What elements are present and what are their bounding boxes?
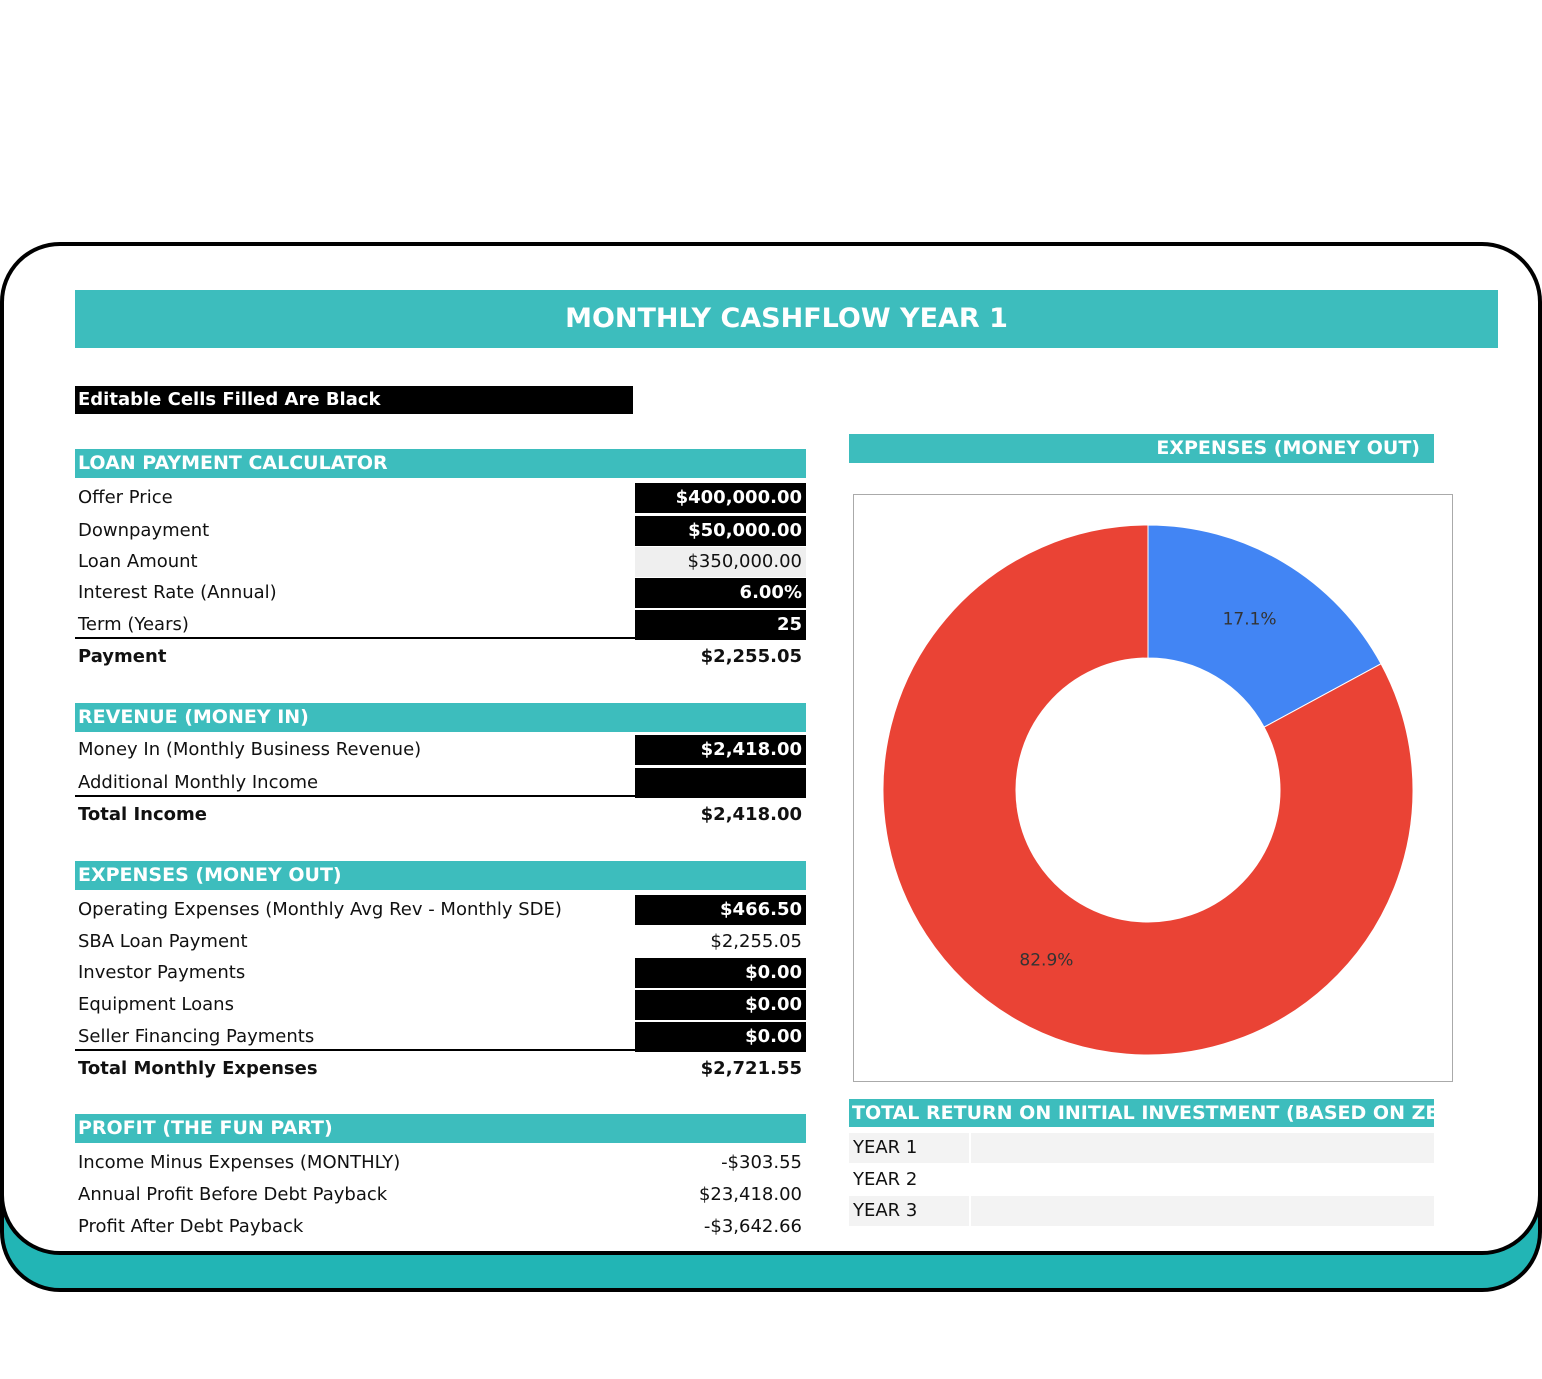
sheet: MONTHLY CASHFLOW YEAR 1 Editable Cells F… (4, 246, 1538, 1251)
row-label: SBA Loan Payment (78, 931, 248, 952)
roi-label: YEAR 2 (853, 1168, 918, 1190)
editable-cell (635, 1022, 806, 1052)
row-label: Operating Expenses (Monthly Avg Rev - Mo… (78, 899, 562, 920)
row-label: Total Income (78, 804, 207, 825)
row-value: $0.00 (745, 994, 802, 1015)
row-value: $0.00 (745, 962, 802, 983)
row-label: Income Minus Expenses (MONTHLY) (78, 1152, 401, 1173)
row-value: $0.00 (745, 1026, 802, 1047)
editable-cell (635, 578, 806, 608)
roi-row-band (849, 1133, 1434, 1163)
row-value: $350,000.00 (687, 551, 802, 572)
row-rule (75, 637, 806, 639)
row-value: $23,418.00 (698, 1184, 802, 1205)
card: MONTHLY CASHFLOW YEAR 1 Editable Cells F… (0, 242, 1542, 1255)
editable-cell (635, 610, 806, 640)
roi-header: TOTAL RETURN ON INITIAL INVESTMENT (BASE… (849, 1099, 1434, 1127)
editable-cell (635, 768, 806, 798)
row-label: Money In (Monthly Business Revenue) (78, 739, 422, 760)
row-value: $400,000.00 (675, 487, 802, 508)
computed-cell (635, 547, 806, 577)
roi-label: YEAR 1 (853, 1137, 918, 1158)
editable-cell (635, 958, 806, 988)
row-label: Term (Years) (78, 614, 189, 635)
row-value: $2,418.00 (700, 804, 802, 825)
row-value: 6.00% (739, 582, 802, 603)
row-label: Offer Price (78, 487, 173, 508)
row-label: Profit After Debt Payback (78, 1216, 304, 1237)
row-label: Additional Monthly Income (78, 772, 319, 793)
roi-label: YEAR 3 (853, 1200, 918, 1221)
chart-frame (853, 494, 1453, 1082)
roi-year-cell (969, 1164, 971, 1195)
editable-cell (635, 516, 806, 546)
row-rule (75, 795, 806, 797)
section-header: PROFIT (THE FUN PART) (75, 1114, 806, 1143)
row-label: Loan Amount (78, 551, 198, 572)
roi-year-cell (969, 1133, 971, 1163)
title-bar: MONTHLY CASHFLOW YEAR 1 (75, 290, 1498, 348)
row-label: Equipment Loans (78, 994, 234, 1015)
row-value: -$303.55 (721, 1152, 802, 1173)
editable-cell (635, 895, 806, 925)
row-label: Total Monthly Expenses (78, 1058, 318, 1079)
pie-slice (882, 524, 1414, 1056)
slice-label: 17.1% (1223, 609, 1277, 629)
row-value: $2,721.55 (700, 1058, 802, 1079)
chart-header: EXPENSES (MONEY OUT) (849, 434, 1434, 463)
row-value: -$3,642.66 (703, 1216, 802, 1237)
row-rule (75, 1049, 806, 1051)
row-label: Seller Financing Payments (78, 1026, 315, 1047)
row-value: $50,000.00 (688, 520, 802, 541)
editable-cell (635, 483, 806, 513)
row-value: $2,255.05 (710, 931, 802, 952)
editable-cell (635, 735, 806, 765)
roi-row-band (849, 1196, 1434, 1226)
slice-label: 82.9% (1019, 951, 1073, 971)
editable-cell (635, 990, 806, 1020)
row-value: 25 (776, 614, 802, 635)
section-header: LOAN PAYMENT CALCULATOR (75, 449, 806, 478)
row-value: $2,255.05 (700, 646, 802, 667)
roi-year-cell (969, 1196, 971, 1226)
row-label: Payment (78, 646, 167, 667)
row-value: $466.50 (720, 899, 802, 920)
row-label: Annual Profit Before Debt Payback (78, 1184, 388, 1205)
row-label: Investor Payments (78, 962, 246, 983)
row-label: Interest Rate (Annual) (78, 582, 277, 603)
pie-slice (1147, 524, 1382, 728)
pie-chart: 17.1% 82.9% (882, 524, 1414, 1056)
editable-note: Editable Cells Filled Are Black (75, 386, 633, 414)
row-label: Downpayment (78, 520, 210, 541)
row-value: $2,418.00 (700, 739, 802, 760)
section-header: EXPENSES (MONEY OUT) (75, 861, 806, 890)
section-header: REVENUE (MONEY IN) (75, 703, 806, 732)
